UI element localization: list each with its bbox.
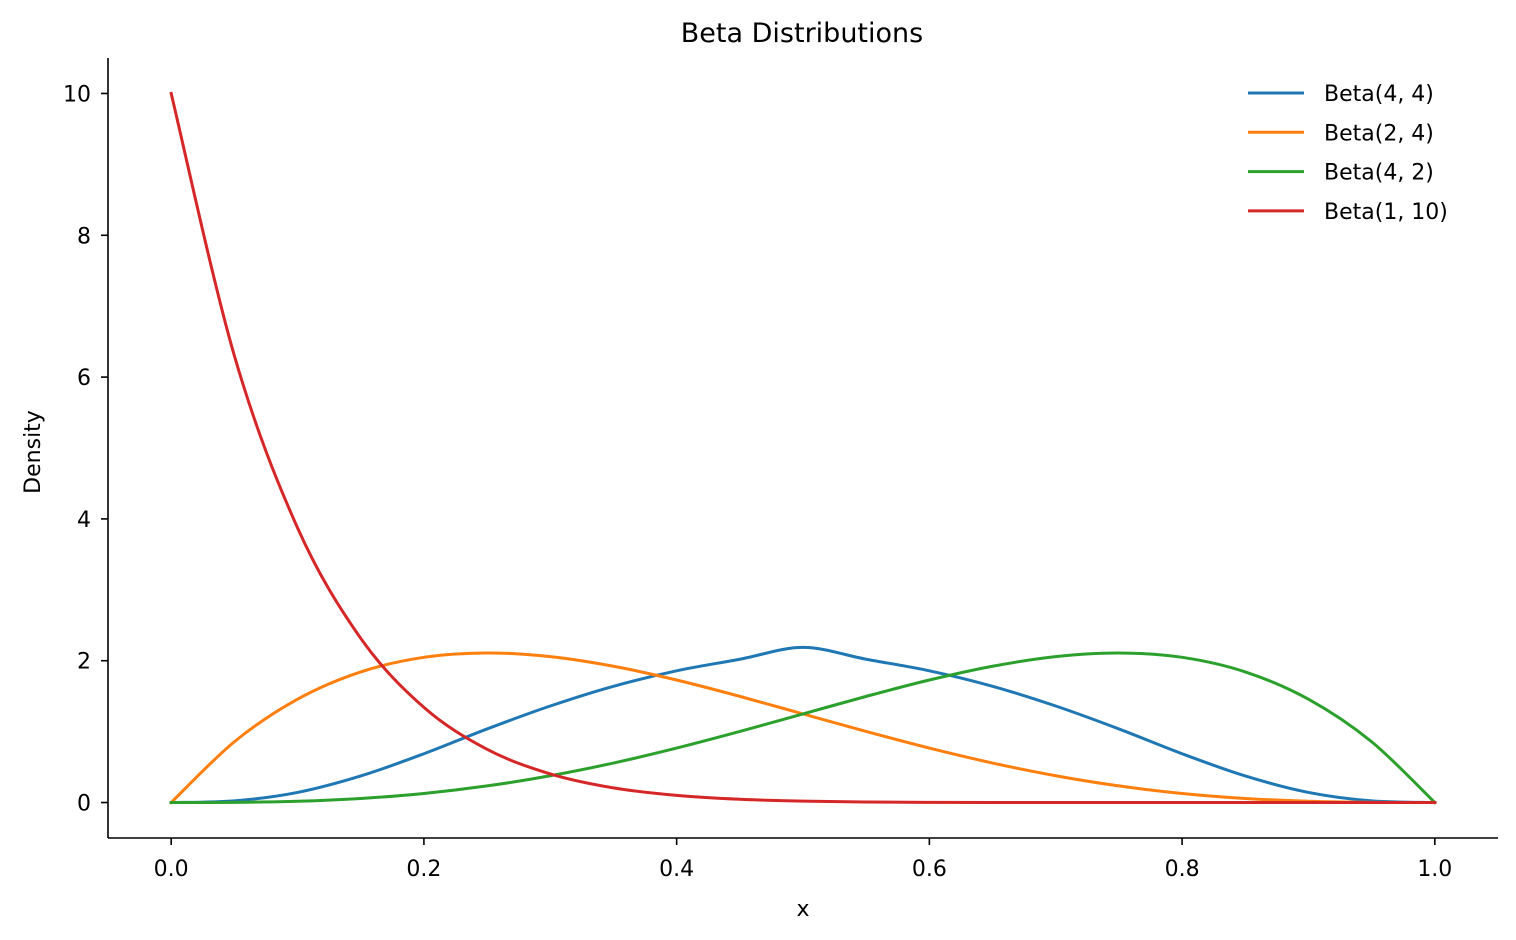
y-tick-label: 4 <box>77 508 91 533</box>
series-line-1 <box>169 651 1437 805</box>
legend: Beta(4, 4) Beta(2, 4) Beta(4, 2) Beta(1, 10… <box>1248 82 1448 225</box>
legend-label-3: Beta(1, 10) <box>1324 200 1448 225</box>
legend-label-0: Beta(4, 4) <box>1324 82 1434 107</box>
axes <box>107 58 1498 839</box>
x-axis-label: x <box>796 897 809 922</box>
x-tick-label: 1.0 <box>1417 857 1452 882</box>
series-line-0 <box>169 645 1437 805</box>
y-tick-label: 2 <box>77 650 91 675</box>
series-line-2 <box>169 651 1437 805</box>
y-tick-label: 6 <box>77 366 91 391</box>
x-tick-label: 0.8 <box>1165 857 1200 882</box>
y-axis-label: Density <box>21 410 46 494</box>
x-tick-label: 0.0 <box>154 857 189 882</box>
legend-label-2: Beta(4, 2) <box>1324 161 1434 186</box>
y-tick-label: 8 <box>77 224 91 249</box>
legend-label-1: Beta(2, 4) <box>1324 121 1434 146</box>
x-tick-label: 0.4 <box>659 857 694 882</box>
x-ticks: 0.0 0.2 0.4 0.6 0.8 1.0 <box>154 838 1452 882</box>
y-ticks: 0 2 4 6 8 10 <box>63 82 108 817</box>
y-tick-label: 10 <box>63 82 91 107</box>
plot-lines <box>169 91 1437 805</box>
chart-title: Beta Distributions <box>681 18 923 49</box>
series-line-3 <box>169 91 1437 805</box>
x-tick-label: 0.2 <box>406 857 441 882</box>
y-tick-label: 0 <box>77 792 91 817</box>
x-tick-label: 0.6 <box>912 857 947 882</box>
